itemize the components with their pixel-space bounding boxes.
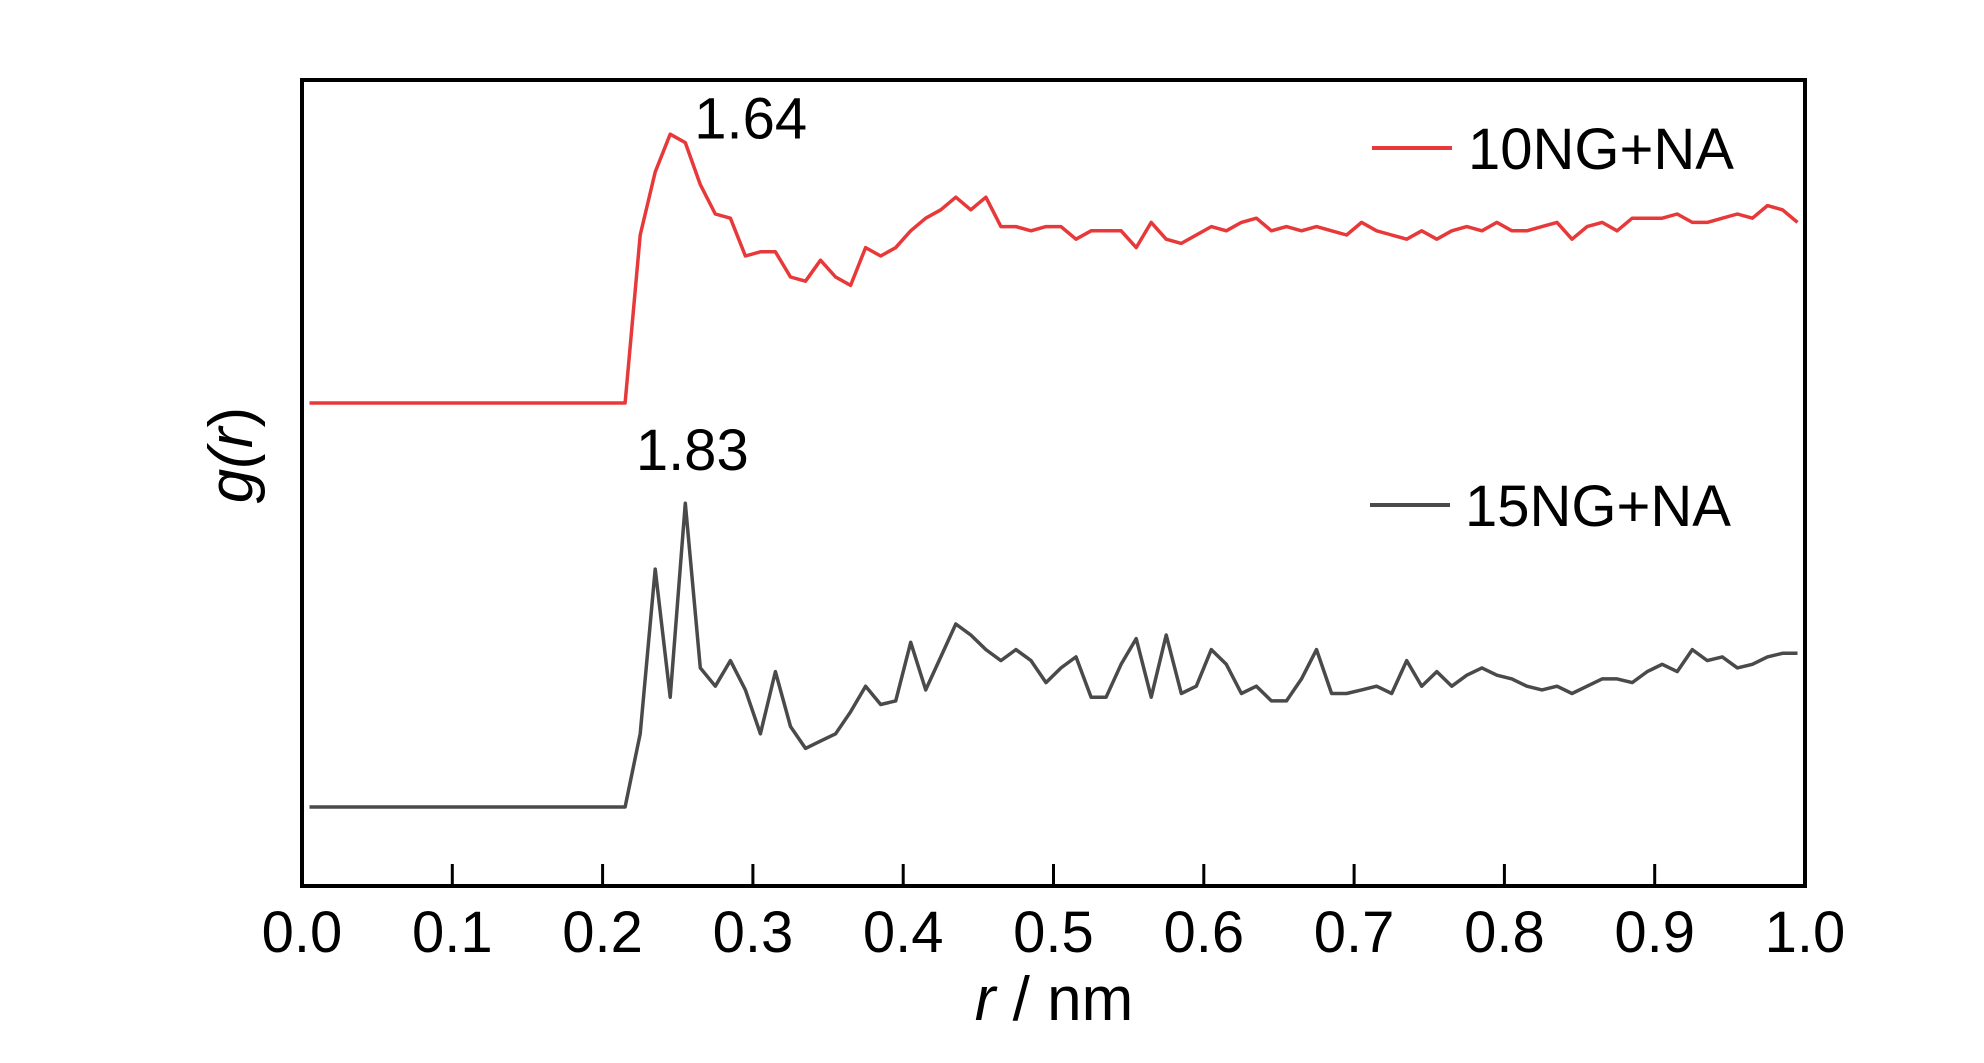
x-tick-label-7: 0.7: [1314, 900, 1395, 965]
x-tick-label-3: 0.3: [713, 900, 794, 965]
legend-label-2: 15NG+NA: [1465, 474, 1731, 539]
x-tick-label-10: 1.0: [1765, 900, 1846, 965]
x-tick-label-8: 0.8: [1464, 900, 1545, 965]
peak-annotation-2: 1.83: [636, 418, 749, 483]
legend: 10NG+NA 15NG+NA: [1370, 117, 1734, 539]
peak-annotation-1: 1.64: [694, 87, 807, 152]
x-tick-label-1: 0.1: [412, 900, 493, 965]
x-tick-label-0: 0.0: [262, 900, 343, 965]
series-group: [309, 132, 1799, 809]
annotations: 1.64 1.83: [636, 87, 807, 484]
x-tick-label-9: 0.9: [1614, 900, 1695, 965]
series-line-2: [309, 501, 1798, 809]
x-tick-label-2: 0.2: [562, 900, 643, 965]
x-tick-label-5: 0.5: [1013, 900, 1094, 965]
y-axis-label: g(r): [197, 407, 266, 503]
legend-label-1: 10NG+NA: [1468, 117, 1734, 182]
x-axis-label-unit: / nm: [995, 965, 1133, 1034]
x-axis-label: r / nm: [975, 965, 1133, 1034]
x-axis-label-var: r: [975, 965, 998, 1034]
x-tick-label-6: 0.6: [1163, 900, 1244, 965]
series-line-1: [309, 132, 1799, 405]
x-ticks: 0.0 0.1 0.2 0.3 0.4 0.5 0.6 0.7 0.8 0.9 1.0: [262, 864, 1846, 965]
x-tick-label-4: 0.4: [863, 900, 944, 965]
